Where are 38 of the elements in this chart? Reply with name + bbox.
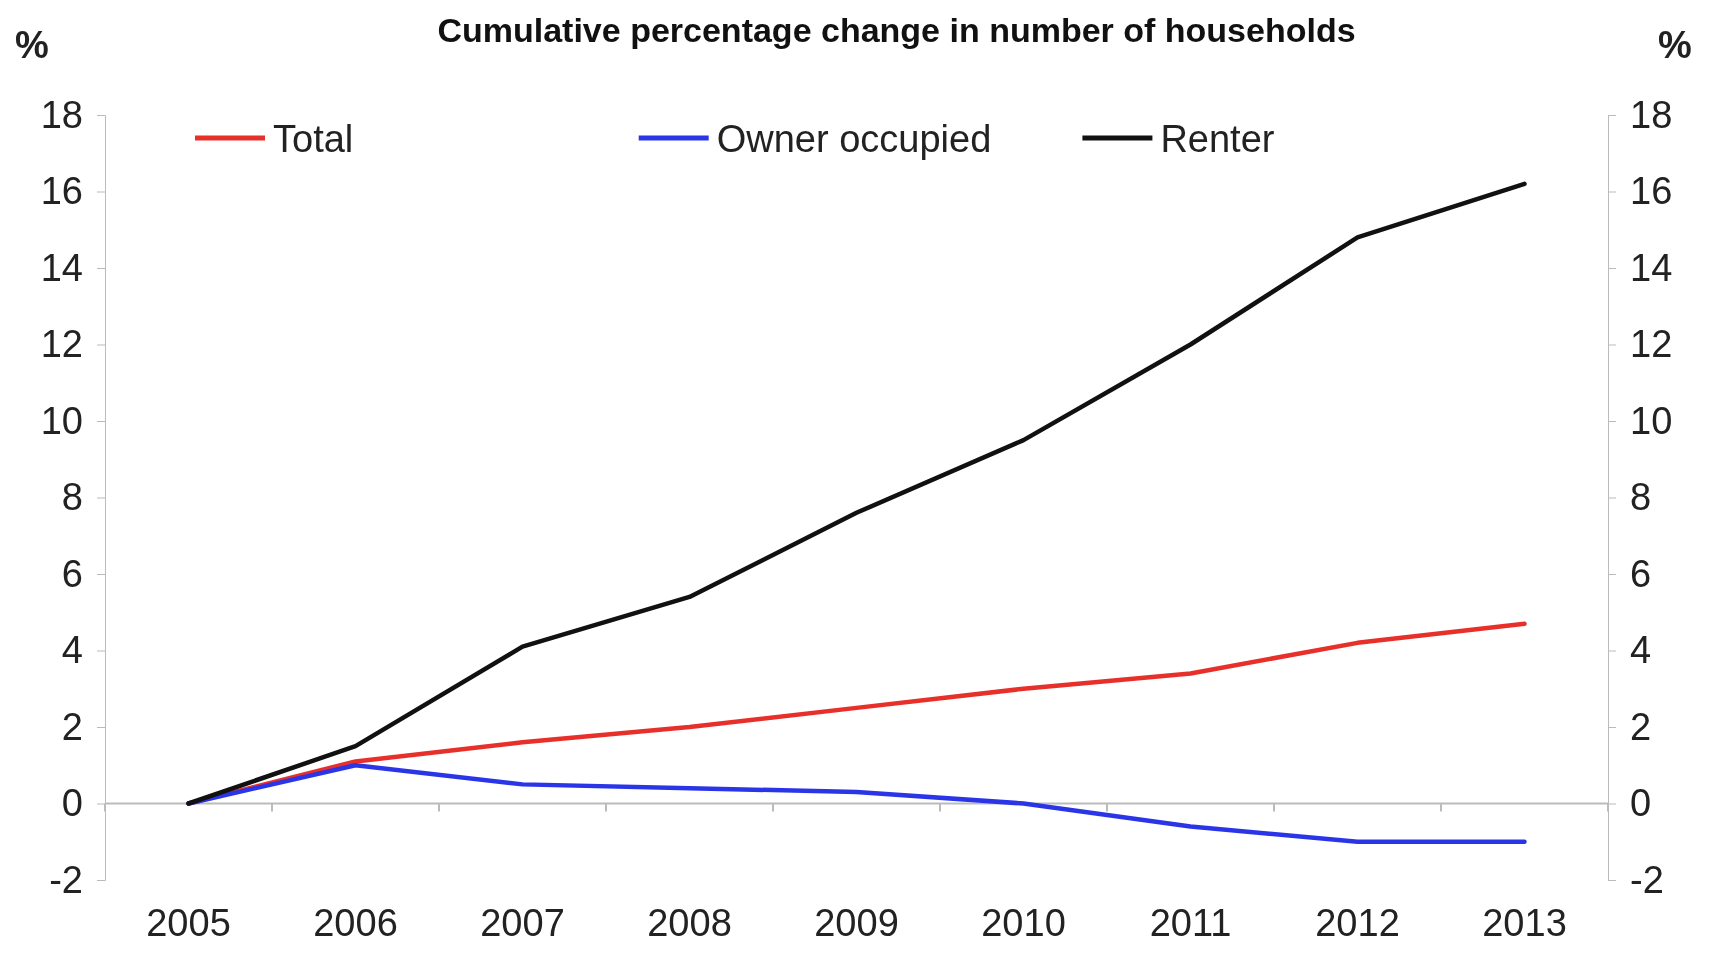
y2-tick-label: 0 bbox=[1630, 782, 1652, 825]
x-tick-label: 2011 bbox=[1149, 902, 1232, 945]
y2-tick-label: 6 bbox=[1630, 552, 1652, 595]
y-axis-title: % bbox=[15, 24, 49, 66]
line-series bbox=[186, 181, 1527, 806]
y-tick-label: 14 bbox=[40, 246, 83, 289]
y-tick-label: 12 bbox=[40, 323, 83, 366]
y-tick-label: 4 bbox=[61, 629, 83, 672]
y2-tick-label: 18 bbox=[1630, 93, 1673, 136]
x-tick-label: 2009 bbox=[814, 902, 899, 945]
legend-label: Total bbox=[273, 118, 354, 160]
chart-title: Cumulative percentage change in number of households bbox=[437, 11, 1356, 49]
y2-tick-label: 16 bbox=[1630, 170, 1673, 213]
y-tick-label: 0 bbox=[61, 782, 83, 825]
x-tick-label: 2006 bbox=[313, 902, 398, 945]
y2-tick-label: 14 bbox=[1630, 246, 1673, 289]
x-tick-label: 2012 bbox=[1315, 902, 1400, 945]
y-tick-label: -2 bbox=[49, 858, 83, 901]
y-tick-label: 8 bbox=[61, 476, 83, 519]
legend-label: Owner occupied bbox=[716, 118, 992, 160]
y2-tick-label: 8 bbox=[1630, 476, 1652, 519]
y2-tick-label: 10 bbox=[1630, 399, 1673, 442]
y-tick-label: 18 bbox=[40, 93, 83, 136]
x-tick-label: 2013 bbox=[1482, 902, 1567, 945]
y-tick-label: 2 bbox=[61, 705, 83, 748]
x-tick-label: 2010 bbox=[981, 902, 1066, 945]
y-tick-label: 6 bbox=[61, 552, 83, 595]
y-tick-label: 10 bbox=[40, 399, 83, 442]
x-tick-label: 2007 bbox=[480, 902, 565, 945]
x-tick-label: 2005 bbox=[146, 902, 231, 945]
y2-axis-title: % bbox=[1658, 24, 1692, 66]
y2-tick-label: 12 bbox=[1630, 323, 1673, 366]
y2-tick-label: -2 bbox=[1630, 858, 1664, 901]
y2-tick-label: 2 bbox=[1630, 705, 1652, 748]
y-tick-label: 16 bbox=[40, 170, 83, 213]
y2-tick-label: 4 bbox=[1630, 629, 1652, 672]
x-tick-label: 2008 bbox=[647, 902, 732, 945]
legend-label: Renter bbox=[1160, 118, 1275, 160]
